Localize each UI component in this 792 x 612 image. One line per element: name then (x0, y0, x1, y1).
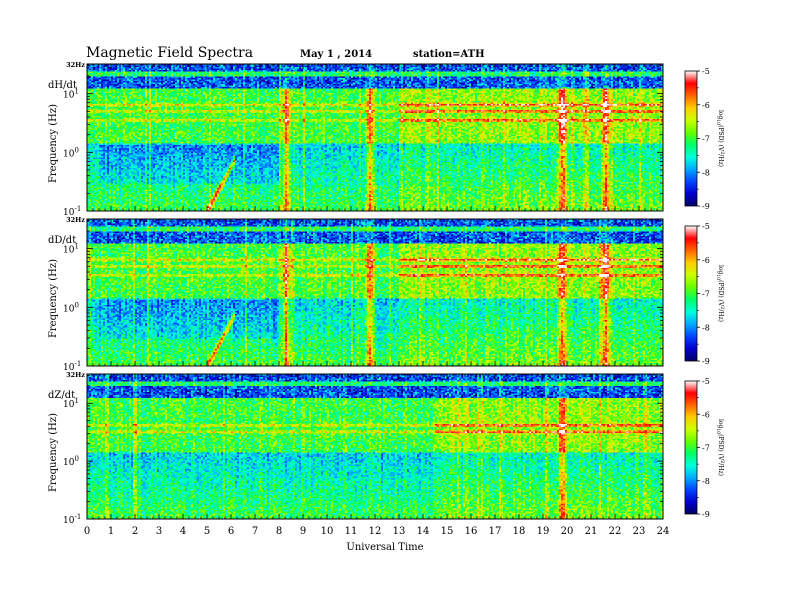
x-tick-label: 7 (252, 526, 258, 537)
colorbar (684, 225, 698, 362)
x-tick-label: 21 (585, 526, 598, 537)
colorbar (684, 380, 698, 515)
spectrogram-image (87, 219, 663, 366)
panel-label: dD/dt (48, 235, 76, 246)
colorbar-tick-label: -6 (702, 256, 710, 265)
x-axis-label: Universal Time (346, 542, 423, 553)
station-label: station=ATH (413, 49, 485, 60)
x-tick-label: 5 (204, 526, 210, 537)
x-tick-label: 2 (132, 526, 138, 537)
x-tick-label: 20 (561, 526, 574, 537)
colorbar-tick-label: -8 (702, 477, 710, 486)
y-tick-label: 10-1 (63, 513, 81, 526)
y-tick-label: 100 (63, 301, 79, 314)
y-axis-label: Frequency (Hz) (48, 104, 59, 183)
x-tick-label: 16 (465, 526, 478, 537)
chart-title: Magnetic Field Spectra (86, 45, 254, 61)
spectrogram-image (87, 64, 663, 211)
date-label: May 1 , 2014 (300, 49, 373, 60)
x-tick-label: 6 (228, 526, 234, 537)
x-tick-label: 8 (276, 526, 282, 537)
x-tick-label: 17 (489, 526, 502, 537)
y-axis-label: Frequency (Hz) (48, 259, 59, 338)
colorbar-tick-label: -9 (702, 510, 710, 519)
x-tick-label: 0 (84, 526, 90, 537)
x-tick-label: 1 (108, 526, 114, 537)
colorbar-tick-label: -5 (702, 67, 710, 76)
spectrogram-image (87, 374, 663, 519)
x-tick-label: 12 (369, 526, 382, 537)
y-tick-label: 100 (63, 455, 79, 468)
top-frequency-label: 32Hz (66, 371, 85, 379)
x-tick-label: 22 (609, 526, 622, 537)
colorbar-tick-label: -6 (702, 101, 710, 110)
x-tick-label: 10 (321, 526, 334, 537)
x-tick-label: 15 (441, 526, 454, 537)
colorbar (684, 70, 698, 207)
colorbar-label: log10(PSD) (V2/Hz) (715, 419, 725, 476)
colorbar-tick-label: -7 (702, 135, 710, 144)
colorbar-tick-label: -5 (702, 377, 710, 386)
colorbar-label: log10(PSD) (V2/Hz) (715, 265, 725, 322)
y-tick-label: 100 (63, 146, 79, 159)
x-tick-label: 14 (417, 526, 430, 537)
x-tick-label: 19 (537, 526, 550, 537)
panel-dZ-dt: 10 1 100 10-1 32Hz dZ/dt Frequency (Hz) 0 1 2 3 4 5 6… (48, 371, 725, 553)
x-tick-label: 13 (393, 526, 406, 537)
colorbar-tick-label: -9 (702, 202, 710, 211)
colorbar-tick-label: -9 (702, 357, 710, 366)
top-frequency-label: 32Hz (66, 61, 85, 69)
colorbar-tick-label: -8 (702, 323, 710, 332)
colorbar-tick-label: -5 (702, 222, 710, 231)
colorbar-tick-label: -8 (702, 168, 710, 177)
top-frequency-label: 32Hz (66, 216, 85, 224)
x-tick-label: 9 (300, 526, 306, 537)
x-tick-label: 23 (633, 526, 646, 537)
x-tick-label: 4 (180, 526, 186, 537)
y-axis-label: Frequency (Hz) (48, 413, 59, 492)
panel-label: dZ/dt (48, 390, 75, 401)
colorbar-label: log10(PSD) (V2/Hz) (715, 110, 725, 167)
x-tick-label: 3 (156, 526, 162, 537)
colorbar-tick-label: -6 (702, 410, 710, 419)
x-tick-label: 11 (345, 526, 358, 537)
colorbar-tick-label: -7 (702, 290, 710, 299)
colorbar-tick-label: -7 (702, 444, 710, 453)
panel-label: dH/dt (48, 80, 77, 91)
x-tick-label: 24 (657, 526, 670, 537)
x-tick-label: 18 (513, 526, 526, 537)
